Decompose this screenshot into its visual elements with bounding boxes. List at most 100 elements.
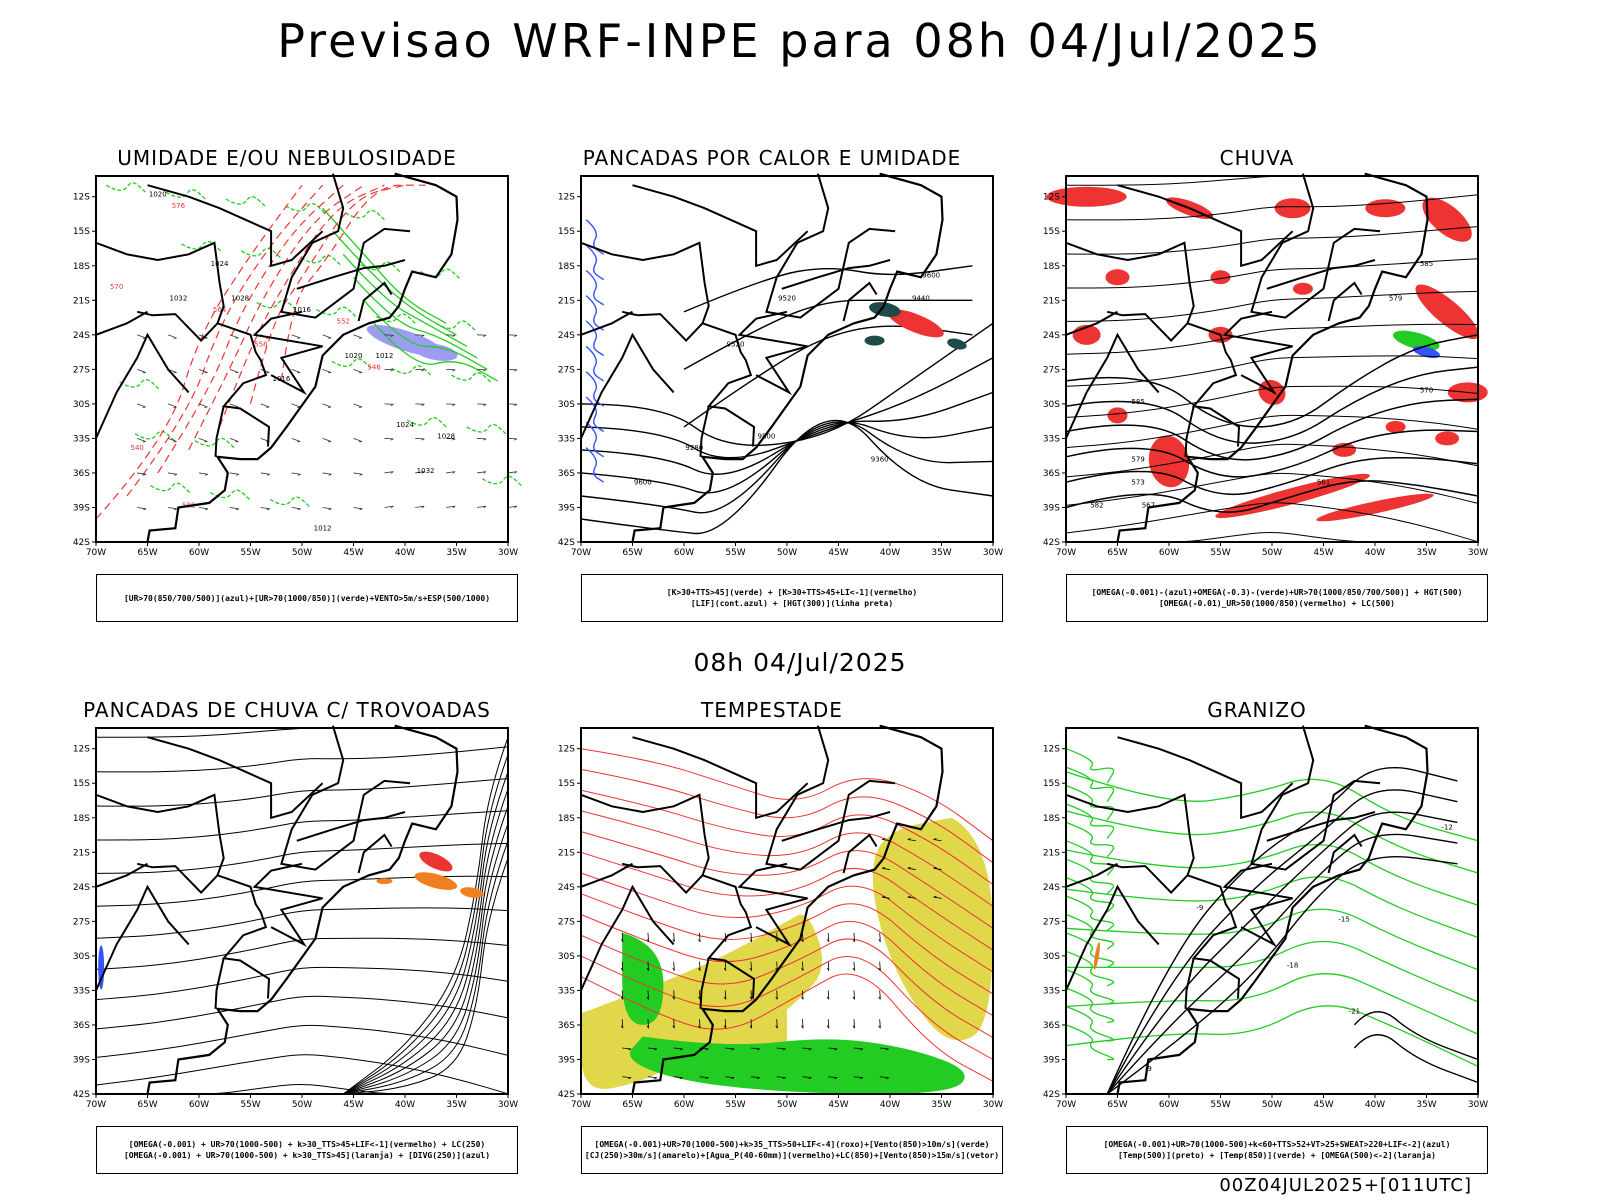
unstable-area-red [887, 309, 944, 338]
lat-tick-label: 36S [1043, 469, 1060, 479]
lat-tick-label: 36S [73, 469, 90, 479]
green-humidity-contour [225, 196, 266, 207]
contour-label: 9520 [778, 294, 796, 302]
legend-box: [K>30+TTS>45](verde) + [K>30+TTS>45+LI<-… [581, 574, 1003, 622]
temp850-contour [1065, 810, 1479, 874]
lon-tick-label: 50W [292, 548, 312, 558]
wind-vector [731, 1048, 735, 1051]
lat-tick-label: 12S [558, 745, 575, 755]
contour-label: 1020 [345, 352, 363, 360]
state-border [1117, 184, 1294, 268]
hgt-contour [1065, 366, 1479, 444]
wind-vector [756, 1077, 761, 1080]
state-border [1184, 957, 1195, 1009]
wind-vector [673, 1076, 683, 1079]
wind-vector [801, 967, 804, 971]
green-humidity-contour [481, 475, 522, 487]
wind-arrow [260, 472, 270, 475]
wind-arrow [390, 369, 394, 372]
coastline [1116, 172, 1429, 543]
red-thickness-contour [219, 184, 385, 428]
lat-tick-label: 36S [558, 469, 575, 479]
state-border [1250, 725, 1381, 871]
wind-vector [647, 932, 649, 942]
green-humidity-contour [285, 203, 326, 214]
lon-tick-label: 30W [498, 548, 518, 558]
wind-arrow [229, 334, 239, 339]
temp850-contour [1065, 876, 1479, 939]
wind-vector [699, 990, 701, 1000]
streamline [95, 966, 509, 1001]
thunder-area-orange [414, 872, 458, 890]
wind-arrow [291, 507, 301, 510]
wind-arrow [421, 369, 425, 372]
wind-arrow [204, 508, 209, 511]
streamline [1065, 258, 1479, 289]
state-border [842, 281, 878, 322]
red-contour-label: 558 [254, 340, 267, 348]
lon-tick-label: 30W [1468, 548, 1488, 558]
lat-tick-label: 36S [1043, 1021, 1060, 1031]
wind-arrow [359, 508, 363, 511]
wind-green-area [629, 1036, 965, 1094]
wind-arrow [198, 334, 208, 339]
lon-tick-label: 35W [446, 1100, 466, 1110]
lon-tick-label: 40W [1365, 548, 1385, 558]
wind-arrow [137, 403, 146, 408]
wind-arrow [452, 403, 456, 407]
wind-vector [724, 990, 727, 1000]
streamline [95, 1054, 509, 1095]
state-border [95, 332, 190, 439]
wind-vector [724, 961, 727, 971]
lon-tick-label: 35W [1416, 548, 1436, 558]
panel-title: PANCADAS DE CHUVA C/ TROVOADAS [83, 698, 491, 722]
wind-arrow [483, 471, 487, 474]
wind-arrow [204, 473, 209, 476]
wind-vector [859, 1048, 864, 1051]
temp850-contour [1065, 876, 1115, 913]
divergence-blue-area [98, 945, 105, 990]
wind-arrow [198, 368, 208, 373]
contour-label: -12 [1441, 823, 1452, 831]
wind-arrow [143, 473, 147, 476]
wind-arrow [229, 507, 239, 510]
wind-vector [622, 1047, 632, 1050]
wind-vector [628, 1077, 632, 1080]
wind-vector [859, 1077, 864, 1080]
wind-arrow [167, 438, 177, 442]
state-border [357, 833, 393, 874]
lat-tick-label: 21S [1043, 848, 1060, 858]
wind-arrow [198, 403, 208, 408]
wind-vector [834, 1048, 838, 1051]
state-border [95, 793, 271, 999]
state-border [632, 184, 809, 268]
red-streamline [580, 789, 994, 885]
wind-arrow [266, 473, 270, 476]
wind-vector [725, 1047, 735, 1050]
legend-line-2: [CJ(250)>30m/s](amarelo)+[Agua_P(40-60mm… [584, 1151, 1000, 1160]
lat-tick-label: 18S [1043, 814, 1060, 824]
red-streamline [580, 934, 994, 1039]
wind-arrow [477, 471, 487, 474]
contour-label: 585 [1131, 398, 1144, 406]
lon-tick-label: 55W [725, 548, 745, 558]
contour-label: 1032 [169, 294, 187, 302]
lon-tick-label: 55W [1210, 1100, 1230, 1110]
wind-arrow [322, 472, 332, 475]
coastline [631, 724, 944, 1095]
wind-vector [750, 990, 752, 1000]
wind-vector [679, 1077, 683, 1080]
wind-vector [725, 1076, 735, 1079]
lon-tick-label: 45W [828, 1100, 848, 1110]
wind-arrow [322, 368, 332, 373]
lat-tick-label: 33S [73, 986, 90, 996]
wind-vector [802, 990, 804, 1000]
wind-arrow [291, 403, 301, 408]
map-granizo: -9 -12 -15 -18 -21 -9 12S 15S 18S 21S 24S 27S 30S 33S… [1043, 724, 1488, 1110]
wind-vector [756, 1048, 761, 1051]
lon-tick-label: 55W [240, 1100, 260, 1110]
contour-label: 1032 [417, 467, 435, 475]
wind-arrow [235, 473, 239, 476]
wind-arrow [291, 472, 301, 475]
green-humidity-contour [435, 320, 476, 331]
